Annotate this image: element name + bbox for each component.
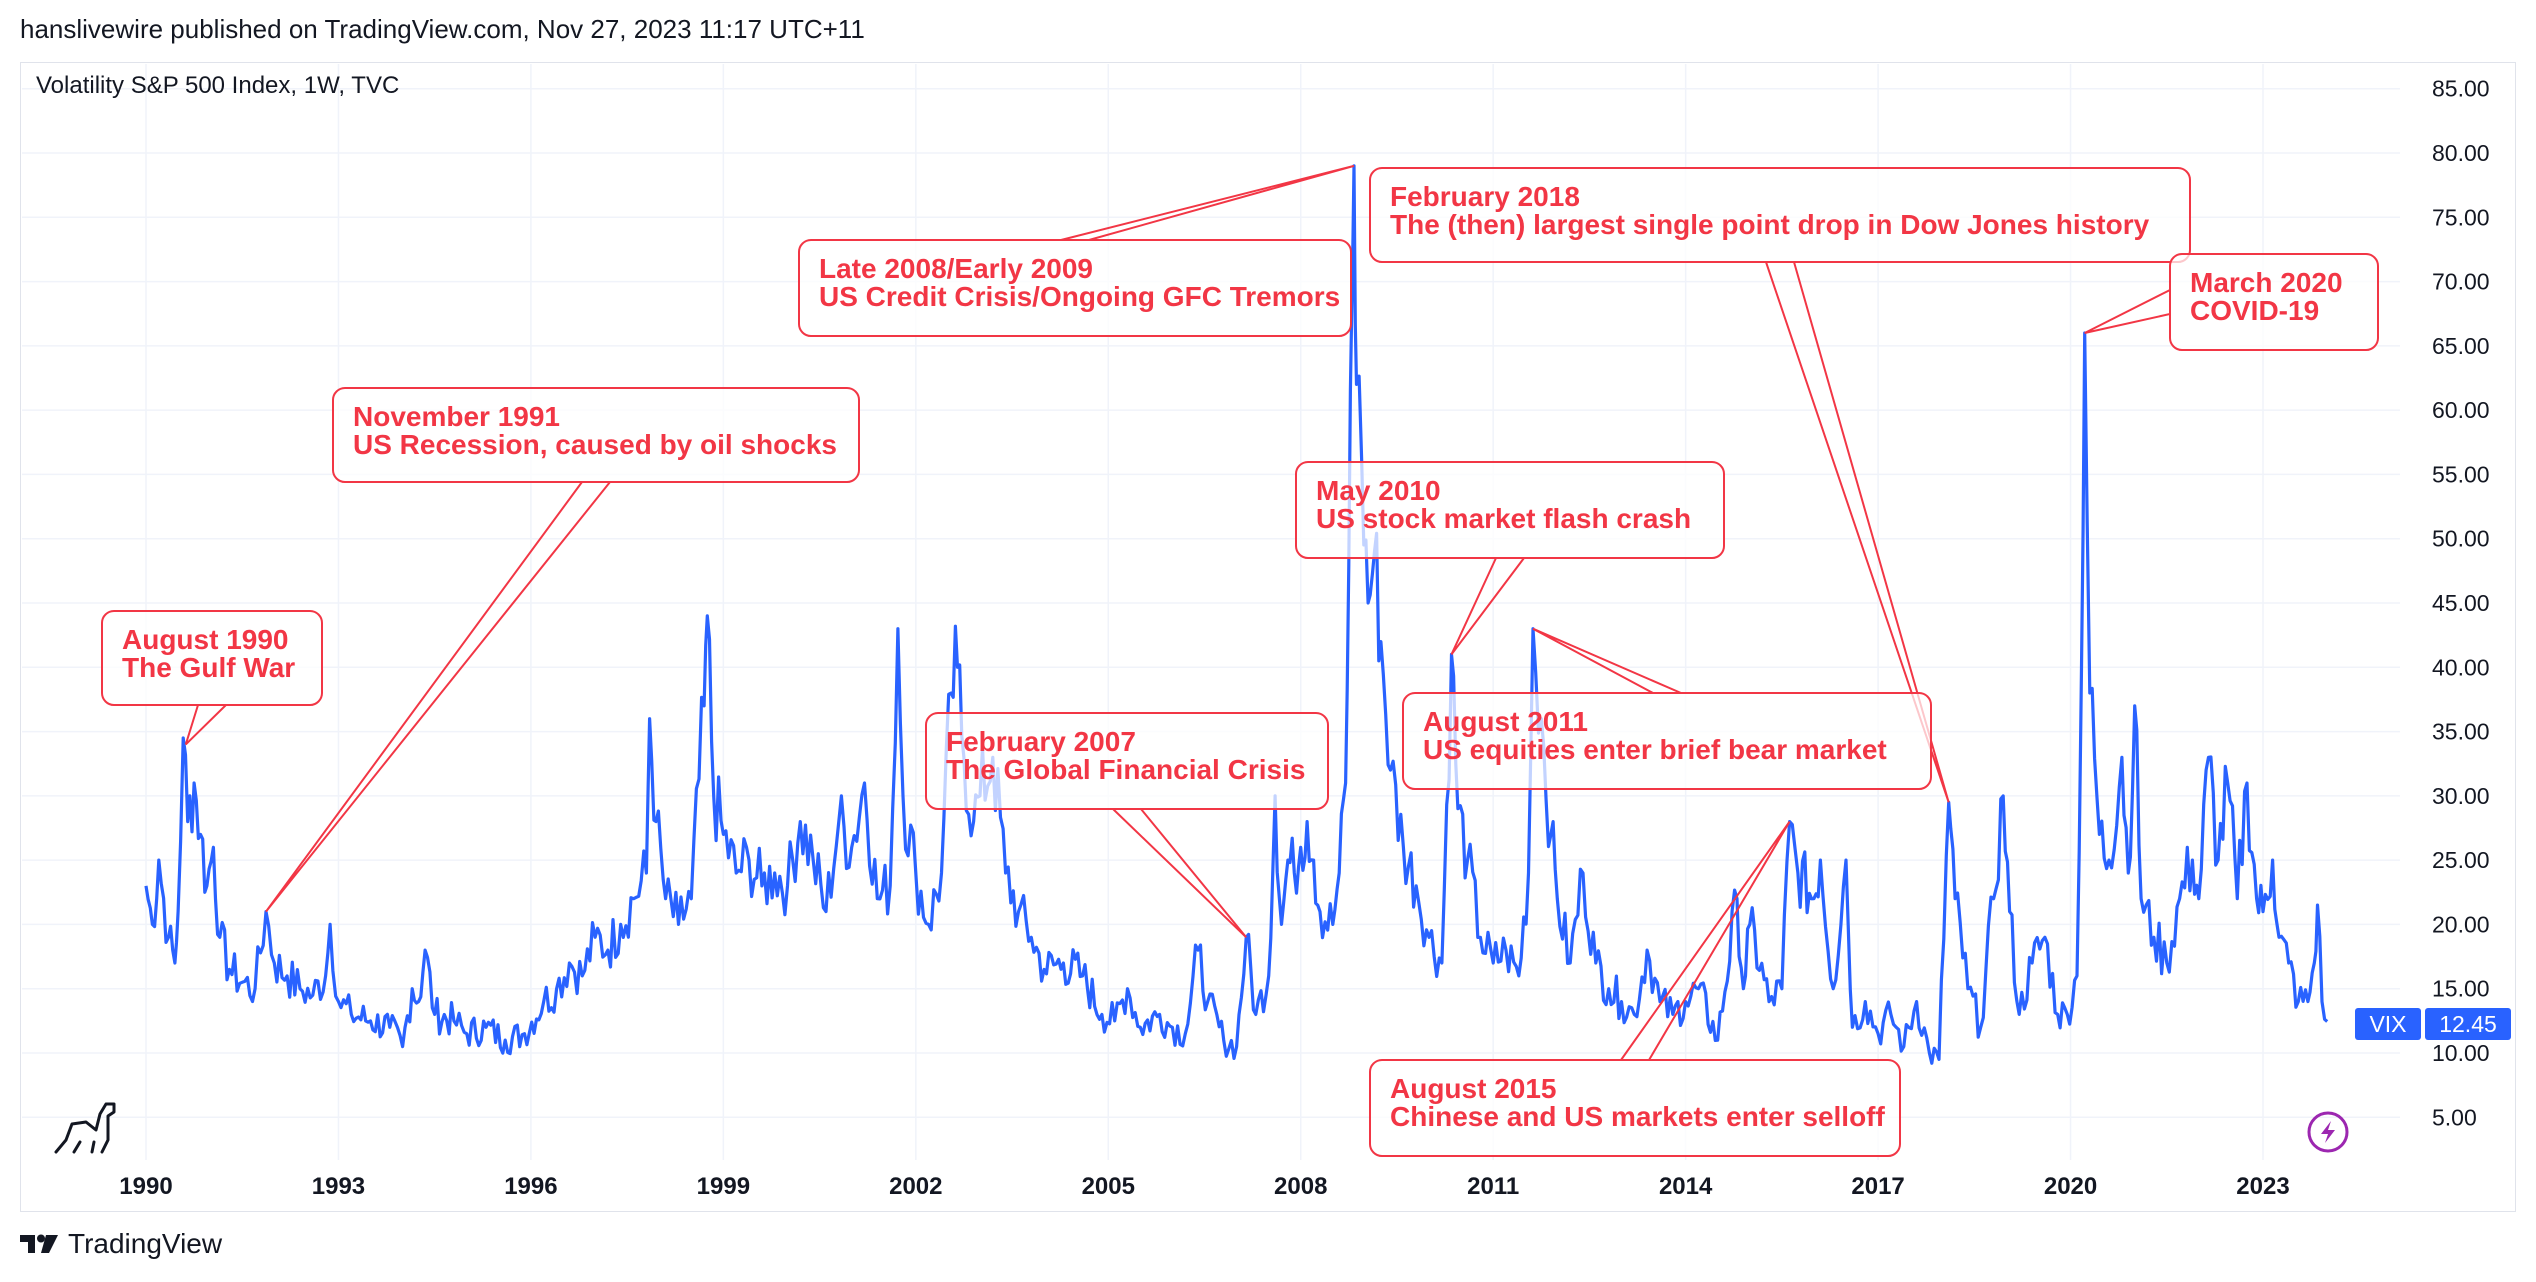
annotation-event: US Recession, caused by oil shocks	[353, 429, 837, 460]
y-tick-label: 55.00	[2432, 461, 2490, 487]
annotation-event: The Gulf War	[122, 652, 295, 683]
y-tick-label: 20.00	[2432, 911, 2490, 937]
y-tick-label: 85.00	[2432, 76, 2490, 102]
y-tick-label: 15.00	[2432, 976, 2490, 1002]
annotation-event: US Credit Crisis/Ongoing GFC Tremors	[819, 281, 1340, 312]
x-tick-label: 1993	[312, 1173, 365, 1200]
annotation-box	[1369, 167, 2191, 263]
x-tick-label: 2023	[2236, 1173, 2289, 1200]
x-tick-label: 1990	[119, 1173, 172, 1200]
annotation-box	[798, 239, 1352, 337]
annotation-event: Chinese and US markets enter selloff	[1390, 1101, 1886, 1132]
annotation-event: US stock market flash crash	[1316, 503, 1691, 534]
y-tick-label: 65.00	[2432, 333, 2490, 359]
y-tick-label: 80.00	[2432, 140, 2490, 166]
price-tag: VIX 12.45	[2355, 1008, 2511, 1040]
annotation-pointer	[1532, 627, 1682, 694]
annotation-box	[1295, 461, 1725, 559]
annotation-box	[1369, 1059, 1901, 1157]
x-tick-label: 2008	[1274, 1173, 1327, 1200]
annotation-date: November 1991	[353, 401, 560, 432]
annotation-date: August 2011	[1423, 706, 1588, 737]
x-tick-label: 2005	[1082, 1173, 1135, 1200]
x-tick-label: 2017	[1851, 1173, 1904, 1200]
published-info: hanslivewire published on TradingView.co…	[20, 14, 865, 44]
y-axis: 5.00 10.00 15.00 20.00 25.00 30.00 35.00 40.00 4…	[2432, 76, 2490, 1131]
annotation-event: COVID-19	[2190, 295, 2319, 326]
vix-price-line	[144, 164, 2329, 1065]
annotation-event: The Global Financial Crisis	[946, 754, 1305, 785]
x-tick-label: 2002	[889, 1173, 942, 1200]
annotation-box	[2169, 253, 2379, 351]
x-tick-label: 1996	[504, 1173, 557, 1200]
symbol-title: Volatility S&P 500 Index, 1W, TVC	[36, 72, 400, 99]
y-tick-label: 5.00	[2432, 1104, 2477, 1130]
annotation-event: The (then) largest single point drop in …	[1390, 209, 2150, 240]
annotation-pointer	[1619, 820, 1791, 1061]
annotation-event: US equities enter brief bear market	[1423, 734, 1887, 765]
y-tick-label: 60.00	[2432, 397, 2490, 423]
tradingview-logo-icon	[20, 1234, 58, 1253]
y-tick-label: 40.00	[2432, 654, 2490, 680]
y-tick-label: 25.00	[2432, 847, 2490, 873]
annotation-box	[1402, 692, 1932, 790]
annotation-box	[101, 610, 323, 706]
price-tag-value: 12.45	[2439, 1011, 2497, 1037]
y-tick-label: 35.00	[2432, 719, 2490, 745]
annotation-date: May 2010	[1316, 475, 1441, 506]
annotation-date: August 1990	[122, 624, 289, 655]
x-tick-label: 2014	[1659, 1173, 1713, 1200]
x-tick-label: 2011	[1467, 1173, 1519, 1200]
tradingview-footer[interactable]: TradingView	[20, 1228, 222, 1260]
annotation-date: August 2015	[1390, 1073, 1557, 1104]
lightning-icon[interactable]	[2307, 1111, 2349, 1153]
annotation-box	[332, 387, 860, 483]
x-tick-label: 2020	[2044, 1173, 2097, 1200]
annotation-date: March 2020	[2190, 267, 2343, 298]
price-tag-symbol: VIX	[2369, 1011, 2406, 1037]
y-tick-label: 45.00	[2432, 590, 2490, 616]
chart-area[interactable]	[20, 62, 2516, 1212]
dino-logo-icon	[54, 1102, 116, 1154]
y-tick-label: 10.00	[2432, 1040, 2490, 1066]
annotation-date: February 2007	[946, 726, 1136, 757]
annotation-pointer	[1110, 808, 1247, 939]
annotation-date: February 2018	[1390, 181, 1580, 212]
annotation-pointer	[184, 704, 229, 746]
annotation-date: Late 2008/Early 2009	[819, 253, 1093, 284]
x-tick-label: 1999	[697, 1173, 750, 1200]
annotation-pointer	[1450, 557, 1527, 656]
y-tick-label: 70.00	[2432, 269, 2490, 295]
y-tick-label: 30.00	[2432, 783, 2490, 809]
annotation-pointer	[1060, 164, 1355, 241]
annotation-pointer	[2084, 288, 2171, 334]
annotation-box	[925, 712, 1329, 810]
tradingview-brand: TradingView	[68, 1228, 223, 1259]
y-tick-label: 50.00	[2432, 526, 2490, 552]
y-tick-label: 75.00	[2432, 204, 2490, 230]
x-axis: 1990 1993 1996 1999 2002 2005 2008 2011 2014 2017…	[119, 1173, 2289, 1200]
